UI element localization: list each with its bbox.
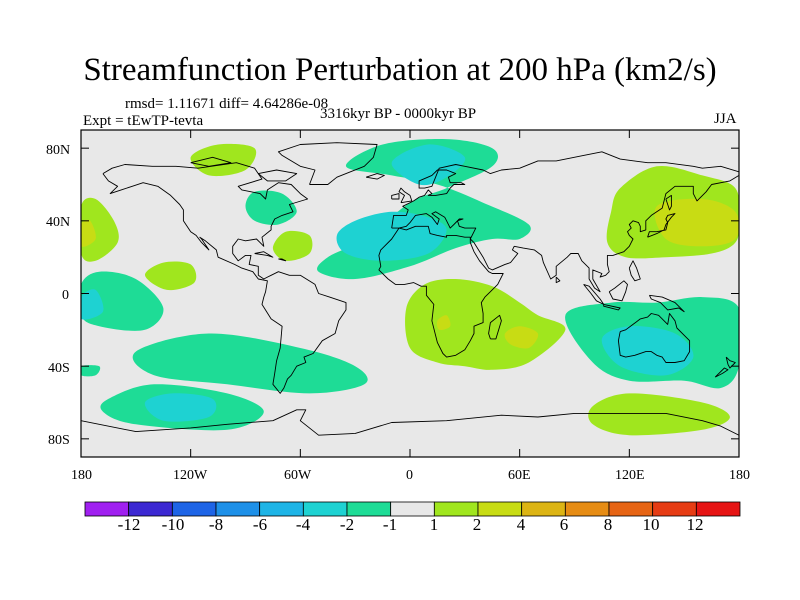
colorbar-swatch bbox=[215, 501, 261, 517]
coastline bbox=[665, 194, 672, 211]
anomaly-regions bbox=[81, 138, 739, 436]
colorbar-label: 4 bbox=[516, 515, 526, 534]
colorbar-swatch bbox=[564, 501, 610, 517]
coastline bbox=[647, 213, 676, 238]
coastline bbox=[398, 187, 413, 204]
colorbar-label: -8 bbox=[208, 515, 224, 534]
colorbar-swatch bbox=[608, 501, 654, 517]
colorbar-swatch bbox=[171, 501, 217, 517]
coastline bbox=[102, 162, 347, 394]
anomaly-region-neg-mid bbox=[601, 326, 694, 376]
anomaly-region-neg-mid bbox=[144, 393, 217, 422]
coastline bbox=[254, 251, 274, 258]
anomaly-region-pos-mid bbox=[654, 198, 739, 247]
anomaly-region-neg-weak bbox=[81, 365, 101, 377]
coastline bbox=[258, 169, 298, 182]
colorbar-label: 6 bbox=[559, 515, 569, 534]
lat-tick-label: 40N bbox=[46, 215, 71, 230]
coastline bbox=[391, 151, 739, 293]
lon-tick-label: 180 bbox=[71, 468, 92, 483]
lon-tick-label: 60E bbox=[508, 468, 531, 483]
colorbar-swatch bbox=[695, 501, 741, 517]
colorbar-label: -6 bbox=[252, 515, 268, 534]
anomaly-region-pos-weak bbox=[588, 393, 730, 436]
coastline bbox=[725, 356, 736, 369]
colorbar-swatch bbox=[346, 501, 392, 517]
colorbar-swatch bbox=[477, 501, 523, 517]
coastlines bbox=[81, 142, 739, 436]
coastline bbox=[277, 142, 378, 185]
colorbar-swatch bbox=[433, 501, 479, 517]
lon-tick-label: 0 bbox=[406, 468, 413, 483]
coastline bbox=[190, 156, 232, 167]
anomaly-region-neg-mid bbox=[391, 144, 466, 186]
lat-tick-label: 40S bbox=[48, 361, 70, 376]
period-label: 3316kyr BP - 0000kyr BP bbox=[320, 106, 477, 122]
colorbar-label: 2 bbox=[472, 515, 482, 534]
anomaly-region-pos-mid bbox=[81, 219, 96, 247]
colorbar-swatch bbox=[259, 501, 304, 517]
colorbar-swatch bbox=[652, 501, 697, 517]
colorbar-label: -12 bbox=[117, 515, 141, 534]
coastline bbox=[608, 280, 628, 302]
anomaly-region-neg-mid bbox=[336, 211, 447, 261]
lon-tick-label: 120E bbox=[615, 468, 645, 483]
stats-text: rmsd= 1.11671 diff= 4.64286e-08 bbox=[125, 96, 329, 112]
anomaly-region-pos-weak bbox=[190, 143, 257, 177]
colorbar-label: 10 bbox=[642, 515, 660, 534]
colorbar-label: 1 bbox=[429, 515, 439, 534]
season-label: JJA bbox=[714, 111, 737, 127]
experiment-label: Expt = tEwTP-tevta bbox=[83, 113, 204, 129]
anomaly-region-pos-weak bbox=[81, 197, 119, 262]
lat-tick-label: 80N bbox=[46, 143, 71, 158]
anomaly-region-neg-weak bbox=[81, 271, 164, 331]
coastline bbox=[603, 303, 621, 311]
coastline bbox=[81, 409, 739, 436]
anomaly-region-neg-weak bbox=[245, 190, 297, 225]
coastline bbox=[278, 258, 287, 262]
colorbar-label: -10 bbox=[161, 515, 185, 534]
anomaly-region-pos-mid bbox=[504, 326, 539, 349]
coastline bbox=[628, 260, 641, 282]
colorbar-label: 12 bbox=[686, 515, 704, 534]
coastline bbox=[617, 313, 691, 363]
coastline bbox=[488, 314, 502, 340]
lon-tick-label: 120W bbox=[173, 468, 208, 483]
coastline bbox=[378, 225, 504, 358]
colorbar bbox=[84, 501, 741, 517]
colorbar-label: -2 bbox=[339, 515, 355, 534]
lon-tick-label: 180 bbox=[729, 468, 750, 483]
coastline bbox=[648, 294, 685, 313]
colorbar-label: -1 bbox=[382, 515, 398, 534]
page-title: Streamfunction Perturbation at 200 hPa (… bbox=[83, 52, 717, 88]
coastline bbox=[714, 367, 729, 378]
colorbar-label: 8 bbox=[603, 515, 613, 534]
colorbar-swatch bbox=[521, 501, 566, 517]
anomaly-region-pos-mid bbox=[436, 315, 451, 331]
colorbar-swatch bbox=[128, 501, 173, 517]
colorbar-swatch bbox=[390, 501, 435, 517]
anomaly-region-neg-weak bbox=[132, 333, 368, 394]
anomaly-region-pos-weak bbox=[272, 230, 313, 261]
lon-tick-label: 60W bbox=[284, 468, 312, 483]
axis-ticks bbox=[80, 130, 740, 457]
coastline bbox=[391, 193, 400, 200]
lat-tick-label: 80S bbox=[48, 433, 70, 448]
coastline bbox=[365, 173, 385, 180]
colorbar-label: -4 bbox=[295, 515, 311, 534]
anomaly-region-neg-mid bbox=[81, 289, 104, 320]
anomaly-region-pos-weak bbox=[144, 261, 197, 291]
coastline bbox=[555, 276, 561, 284]
colorbar-swatch bbox=[84, 501, 130, 517]
colorbar-swatch bbox=[302, 501, 348, 517]
lat-tick-label: 0 bbox=[62, 288, 69, 303]
